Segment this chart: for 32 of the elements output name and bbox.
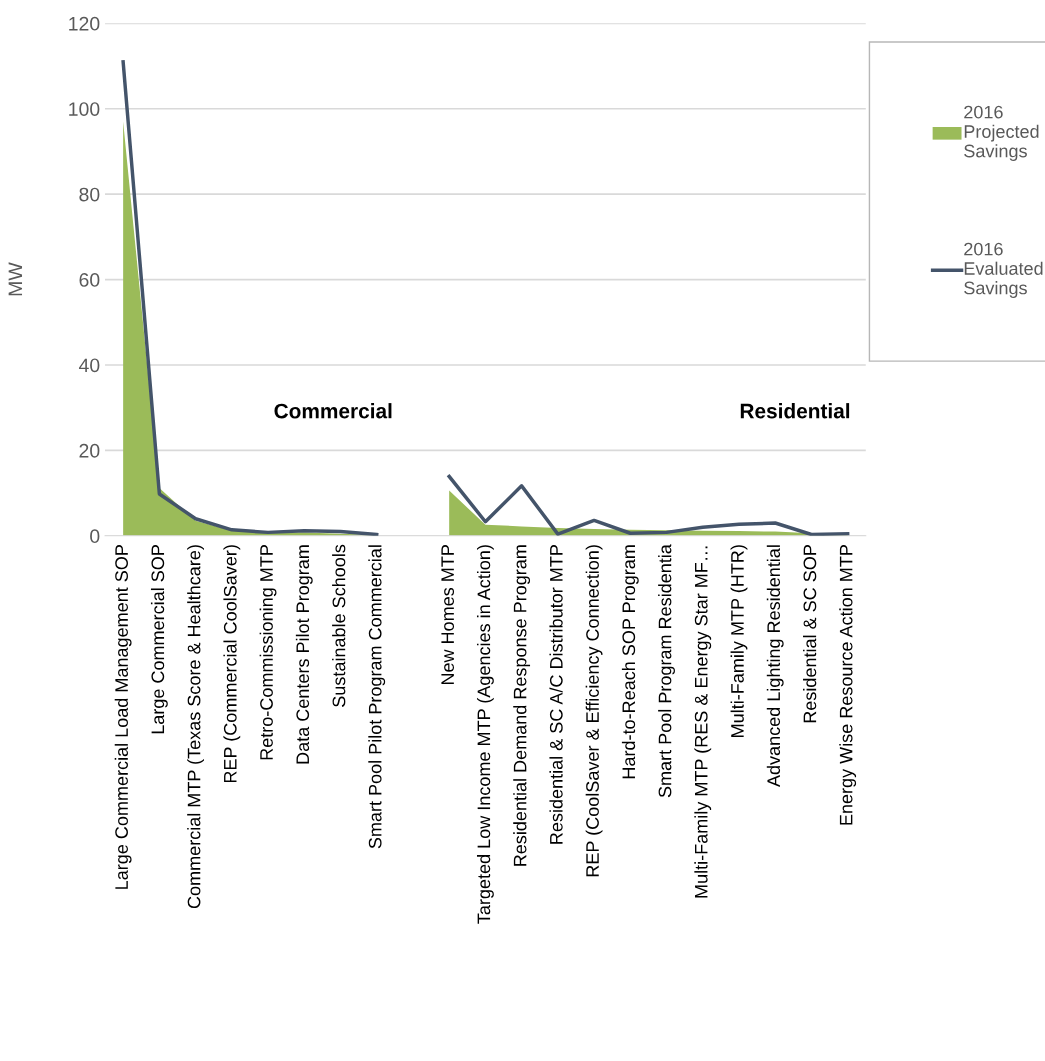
y-axis-title: MW xyxy=(8,262,23,296)
x-tick-label: Data Centers Pilot Program xyxy=(295,545,313,764)
x-tick-label: Residential & SC SOP xyxy=(803,545,817,723)
x-tick-label: Residential Demand Response Program xyxy=(513,545,531,866)
x-tick-label: Energy Wise Resource Action MTP xyxy=(839,545,857,825)
legend-label: 2016 Evaluated Savings xyxy=(964,242,1043,298)
y-tick-label: 100 xyxy=(69,102,100,116)
x-tick-label: Large Commercial SOP xyxy=(150,545,168,734)
x-tick-label: Multi-Family MTP (RES & Energy Star MF… xyxy=(694,546,712,898)
x-tick-label: Residential & SC A/C Distributor MTP xyxy=(549,545,563,844)
annotation: Commercial xyxy=(274,403,392,419)
x-tick-label: New Homes MTP xyxy=(441,545,455,685)
x-tick-label: Multi-Family MTP (HTR) xyxy=(730,545,748,737)
y-tick-label: 20 xyxy=(79,443,100,458)
x-tick-label: Sustainable Schools xyxy=(332,544,346,707)
x-tick-label: Targeted Low Income MTP (Agencies in Action) xyxy=(476,545,494,924)
x-tick-label: Retro-Commissioning MTP xyxy=(259,545,277,760)
x-tick-label: Advanced Lighting Residential xyxy=(766,545,784,787)
x-tick-label: Large Commercial Load Management SOP xyxy=(114,545,132,889)
x-tick-label: REP (Commercial CoolSaver) xyxy=(223,545,241,783)
y-tick-label: 80 xyxy=(79,187,100,202)
y-tick-label: 120 xyxy=(69,16,100,31)
annotation: Residential xyxy=(740,403,850,419)
y-tick-label: 60 xyxy=(79,273,100,287)
x-tick-label: Smart Pool Program Residentia xyxy=(658,544,675,798)
x-tick-label: REP (CoolSaver & Efficiency Connection) xyxy=(585,545,603,877)
legend-label: 2016 Projected Savings xyxy=(964,105,1039,161)
x-tick-label: Hard-to-Reach SOP Program xyxy=(621,545,639,779)
x-tick-label: Commercial MTP (Texas Score & Healthcare) xyxy=(187,545,204,909)
x-tick-label: Smart Pool Pilot Program Commercial xyxy=(368,545,386,849)
y-tick-label: 0 xyxy=(90,529,100,544)
y-tick-label: 40 xyxy=(78,358,100,373)
